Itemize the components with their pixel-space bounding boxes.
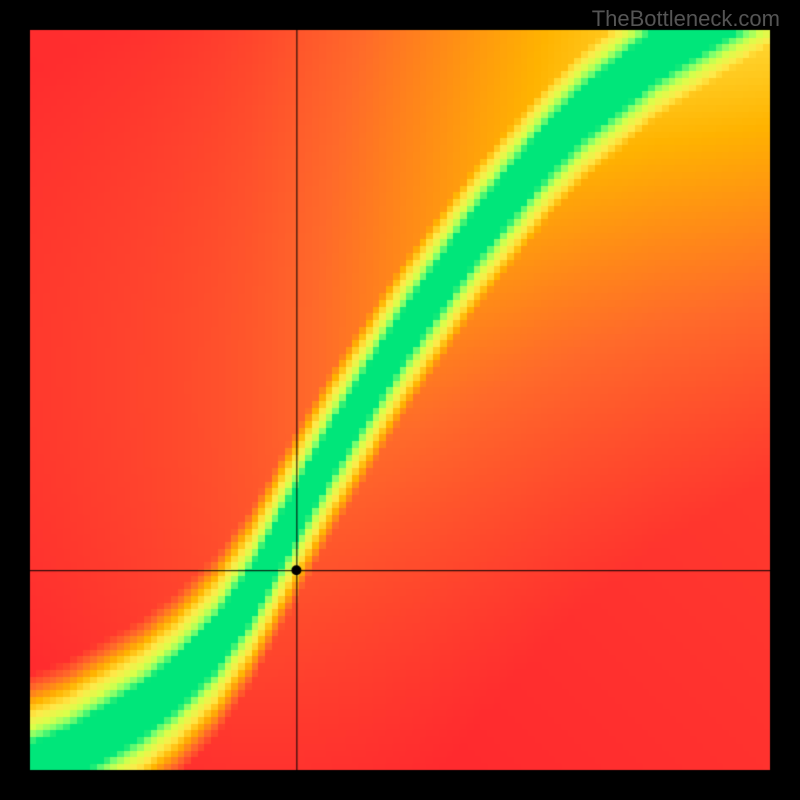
bottleneck-heatmap-container: TheBottleneck.com [0, 0, 800, 800]
watermark-label: TheBottleneck.com [592, 6, 780, 32]
bottleneck-heatmap-canvas [0, 0, 800, 800]
